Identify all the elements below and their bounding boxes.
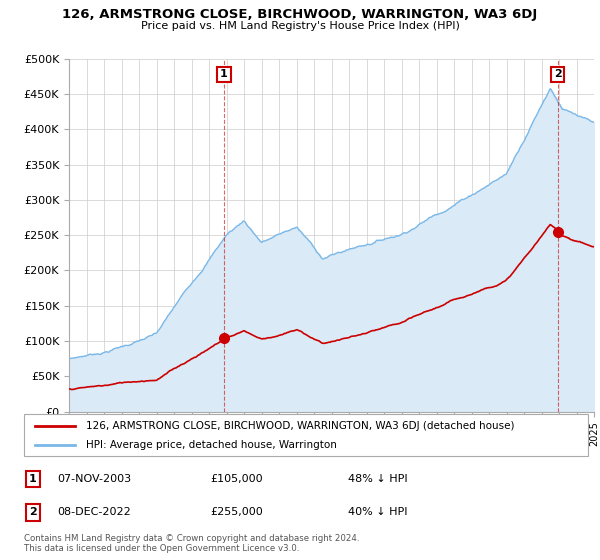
Text: Contains HM Land Registry data © Crown copyright and database right 2024.
This d: Contains HM Land Registry data © Crown c… <box>24 534 359 553</box>
Text: 08-DEC-2022: 08-DEC-2022 <box>57 507 131 517</box>
Text: 2: 2 <box>554 69 562 80</box>
FancyBboxPatch shape <box>24 414 588 456</box>
Text: 07-NOV-2003: 07-NOV-2003 <box>57 474 131 484</box>
Text: 1: 1 <box>29 474 37 484</box>
Text: 2: 2 <box>29 507 37 517</box>
Text: 1: 1 <box>220 69 228 80</box>
Text: £105,000: £105,000 <box>210 474 263 484</box>
Text: 40% ↓ HPI: 40% ↓ HPI <box>348 507 407 517</box>
Text: 126, ARMSTRONG CLOSE, BIRCHWOOD, WARRINGTON, WA3 6DJ: 126, ARMSTRONG CLOSE, BIRCHWOOD, WARRING… <box>62 8 538 21</box>
Text: HPI: Average price, detached house, Warrington: HPI: Average price, detached house, Warr… <box>86 440 337 450</box>
Text: 48% ↓ HPI: 48% ↓ HPI <box>348 474 407 484</box>
Text: 126, ARMSTRONG CLOSE, BIRCHWOOD, WARRINGTON, WA3 6DJ (detached house): 126, ARMSTRONG CLOSE, BIRCHWOOD, WARRING… <box>86 421 515 431</box>
Text: £255,000: £255,000 <box>210 507 263 517</box>
Text: Price paid vs. HM Land Registry's House Price Index (HPI): Price paid vs. HM Land Registry's House … <box>140 21 460 31</box>
